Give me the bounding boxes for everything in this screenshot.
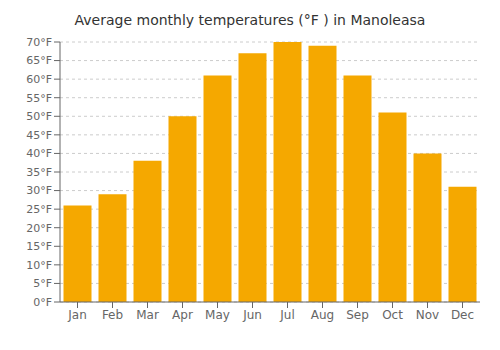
svg-text:70°F: 70°F — [26, 36, 52, 49]
svg-text:Dec: Dec — [451, 308, 474, 322]
svg-text:35°F: 35°F — [26, 166, 52, 179]
svg-text:5°F: 5°F — [33, 277, 52, 290]
svg-text:60°F: 60°F — [26, 73, 52, 86]
html-text:Average monthly temperatures (: Average monthly temperatures (°F ) in Ma… — [74, 12, 426, 28]
svg-text:15°F: 15°F — [26, 240, 52, 253]
svg-text:Sep: Sep — [346, 308, 369, 322]
svg-text:10°F: 10°F — [26, 259, 52, 272]
svg-text:0°F: 0°F — [33, 296, 52, 309]
svg-text:25°F: 25°F — [26, 203, 52, 216]
svg-text:45°F: 45°F — [26, 129, 52, 142]
svg-text:20°F: 20°F — [26, 222, 52, 235]
svg-text:65°F: 65°F — [26, 54, 52, 67]
svg-text:Aug: Aug — [311, 308, 334, 322]
svg-text:40°F: 40°F — [26, 147, 52, 160]
svg-text:Jan: Jan — [67, 308, 87, 322]
svg-text:Oct: Oct — [382, 308, 403, 322]
svg-text:Jul: Jul — [279, 308, 294, 322]
svg-text:Jun: Jun — [242, 308, 262, 322]
svg-text:Mar: Mar — [136, 308, 159, 322]
svg-text:May: May — [205, 308, 230, 322]
svg-text:30°F: 30°F — [26, 184, 52, 197]
svg-text:Apr: Apr — [172, 308, 193, 322]
svg-text:Feb: Feb — [102, 308, 123, 322]
svg-text:Nov: Nov — [416, 308, 439, 322]
svg-text:55°F: 55°F — [26, 92, 52, 105]
svg-text:50°F: 50°F — [26, 110, 52, 123]
